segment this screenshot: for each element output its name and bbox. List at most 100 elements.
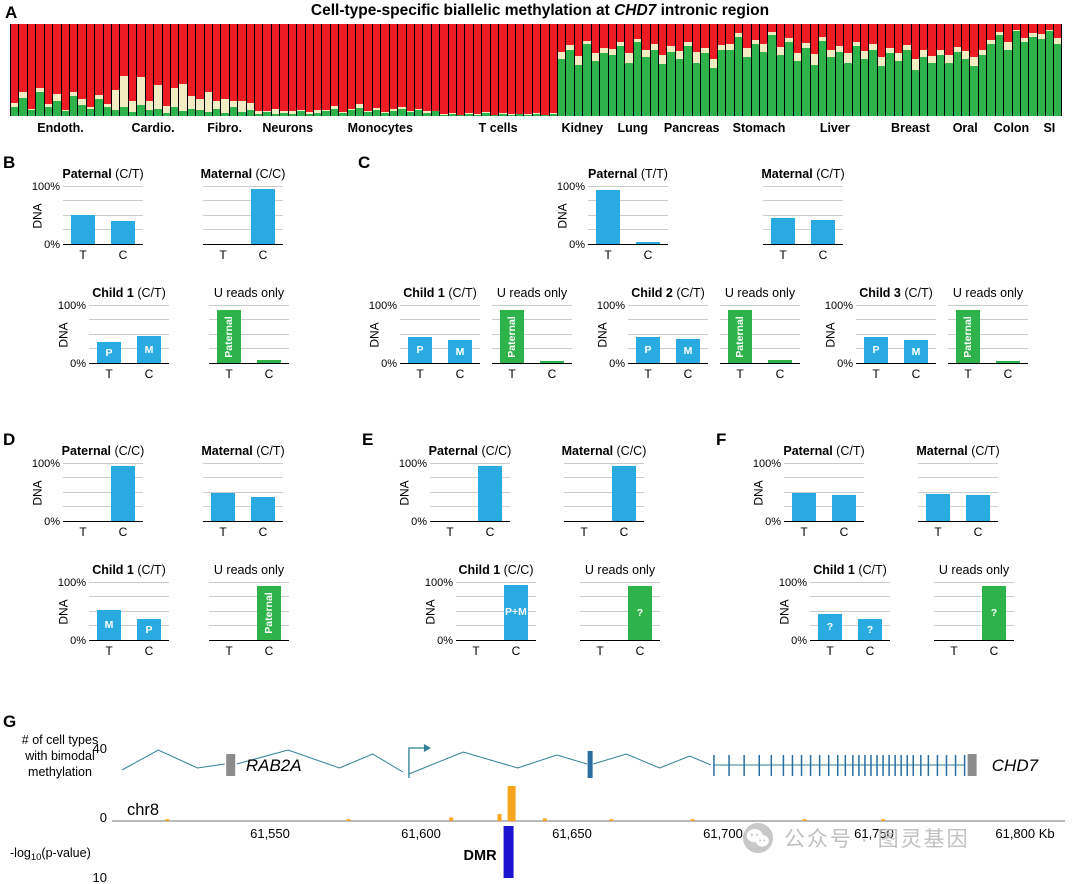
intermediate-segment (936, 49, 945, 56)
blue-bar-C (478, 465, 502, 521)
y-tick-0: 0% (44, 239, 60, 251)
sample-bar (245, 24, 255, 116)
green-bar-C: Paternal (257, 585, 281, 640)
bar-slot-T (588, 187, 628, 244)
bar-slot-T (63, 187, 103, 244)
x-tick-C: C (547, 367, 557, 381)
unmethylated-segment (86, 108, 95, 116)
gridline (564, 505, 644, 507)
sample-bar (52, 24, 61, 116)
unmethylated-segment (936, 55, 945, 116)
x-tick-label: 61,550 (250, 826, 290, 841)
chart-body: Paternal (209, 582, 289, 641)
methylated-segment (179, 24, 187, 84)
gridline (203, 228, 283, 230)
blue-bar-T: P (408, 336, 432, 363)
stacked-bars (439, 24, 558, 116)
methylated-segment (53, 24, 61, 94)
unmethylated-segment (886, 53, 894, 116)
unmethylated-segment (516, 114, 524, 116)
sample-bar (355, 24, 364, 116)
gridline (209, 610, 289, 612)
sample-bar (498, 24, 507, 116)
chart-title-rest: (C/T) (252, 444, 285, 458)
bar-slot-C: P+M (496, 583, 536, 640)
plot-area: Paternal (209, 582, 289, 641)
unmethylated-segment (431, 111, 440, 116)
intermediate-segment (86, 106, 95, 109)
bimodal-peak (690, 819, 695, 821)
chart-title: Child 1 (C/C) (426, 563, 536, 579)
blue-bar-T (211, 492, 235, 521)
sample-bar (169, 24, 179, 116)
mini-chart-maternal: Maternal (C/C) T C (201, 167, 286, 262)
bimodal-peak (542, 818, 547, 821)
x-tick-C: C (455, 367, 465, 381)
tissue-group-si: SI (1036, 24, 1062, 136)
gridline (763, 186, 843, 187)
bimodal-peak (497, 814, 502, 821)
y-tick-100: 100% (31, 181, 60, 193)
unmethylated-segment (53, 101, 61, 116)
intermediate-segment (137, 77, 145, 105)
chart-body: DNA 100% 0%?? (778, 577, 890, 647)
bar-slot-T: ? (810, 583, 850, 640)
blue-bar-C: P (137, 619, 161, 640)
tissue-label-colon: Colon (993, 121, 1030, 135)
methylated-segment (415, 24, 423, 109)
green-bar-C (996, 361, 1020, 363)
panel-f-label: F (716, 430, 727, 449)
bar-slot-C (103, 464, 143, 521)
intermediate-segment (844, 53, 852, 63)
unmethylated-segment (490, 115, 499, 116)
blue-bar-C (636, 241, 660, 244)
unmethylated-segment (415, 110, 423, 116)
y-tick-0: 0 (100, 810, 107, 825)
unmethylated-segment (423, 113, 431, 116)
gridline (203, 186, 283, 187)
unmethylated-segment (835, 51, 844, 116)
sample-bar (237, 24, 246, 116)
x-tick-C: C (775, 367, 785, 381)
methylated-segment (995, 24, 1004, 33)
chart-title-text: Child 1 (C/T) (403, 286, 477, 302)
y-tick-100: 100% (778, 577, 807, 589)
x-tick-C: C (258, 525, 268, 539)
sample-bar (750, 24, 760, 116)
bar-label: P (105, 346, 113, 359)
plot-area: P+M (456, 582, 536, 641)
chart-title: Child 1 (C/T) (370, 286, 480, 302)
sample-bar (531, 24, 541, 116)
gridline (492, 347, 572, 349)
x-tick-C: C (683, 367, 693, 381)
intermediate-segment (861, 50, 869, 59)
intermediate-segment (179, 83, 187, 112)
unmethylated-segment (877, 66, 886, 116)
intermediate-segment (415, 108, 423, 111)
sample-bar (582, 24, 591, 116)
mini-chart-u-reads-only: U reads only Paternal T C (720, 286, 800, 381)
x-tick-C: C (118, 525, 128, 539)
bar-slot-T: M (89, 583, 129, 640)
methylated-segment (212, 24, 221, 102)
y-tick-0: 0% (569, 239, 585, 251)
blue-bar-T (771, 217, 795, 244)
gridline (203, 491, 283, 493)
chart-row: Paternal (T/T) DNA 100% 0% T C Maternal (C/T) T… (556, 167, 1028, 262)
chart-title-text: Maternal (C/C) (201, 167, 286, 183)
sample-bar (296, 24, 305, 116)
chart-title-rest: (C/C) (111, 444, 145, 458)
sample-bar (144, 24, 154, 116)
gridline (203, 463, 283, 464)
chart-title-rest: U reads only (213, 286, 285, 300)
gridline (209, 624, 289, 626)
bar-slot-T (63, 464, 103, 521)
chart-body: DNA 100% 0% (31, 181, 143, 251)
gene-gray-box-chd7 (967, 754, 977, 776)
unmethylated-segment (1037, 38, 1045, 116)
chart-title-rest: U reads only (938, 563, 1010, 577)
unmethylated-segment (179, 111, 187, 116)
methylated-segment (785, 24, 793, 38)
panel-d-label: D (3, 430, 16, 449)
